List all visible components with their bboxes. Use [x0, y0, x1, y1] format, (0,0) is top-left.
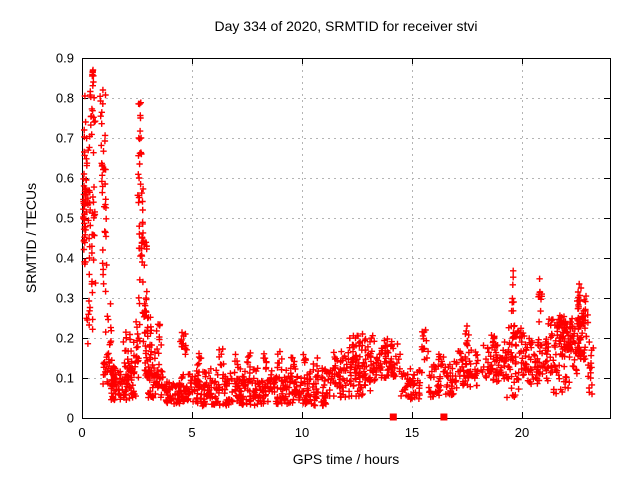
x-tick-label: 15	[405, 425, 419, 440]
series-srmtid	[80, 66, 597, 410]
plot-area: 0 5 10 15 20 0 0.1 0.2 0.3 0.4 0.5 0.6 0.7 0.8 0.9	[56, 51, 611, 441]
y-tick-label: 0.1	[56, 371, 74, 386]
y-tick-label: 0.7	[56, 131, 74, 146]
y-tick-label: 0.3	[56, 291, 74, 306]
y-tick-label: 0.2	[56, 331, 74, 346]
flag-square-marker	[389, 413, 397, 421]
plot-frame	[82, 58, 611, 419]
x-axis-title: GPS time / hours	[293, 451, 400, 467]
y-axis-title: SRMTID / TECUs	[23, 183, 39, 293]
y-tick-label: 0.4	[56, 251, 74, 266]
y-tick-label: 0.9	[56, 51, 74, 66]
y-tick-label: 0	[67, 411, 74, 426]
tick-labels: 0 5 10 15 20 0 0.1 0.2 0.3 0.4 0.5 0.6 0.7 0.8 0.9	[56, 51, 529, 441]
tick-marks	[82, 58, 610, 419]
y-tick-label: 0.8	[56, 91, 74, 106]
x-tick-label: 20	[515, 425, 529, 440]
flag-square-marker	[440, 413, 448, 421]
x-tick-label: 5	[188, 425, 195, 440]
x-tick-label: 10	[295, 425, 309, 440]
x-tick-label: 0	[78, 425, 85, 440]
y-tick-label: 0.5	[56, 211, 74, 226]
series-baseline-flags	[389, 413, 448, 421]
chart-title: Day 334 of 2020, SRMTID for receiver stv…	[215, 18, 478, 34]
y-tick-label: 0.6	[56, 171, 74, 186]
